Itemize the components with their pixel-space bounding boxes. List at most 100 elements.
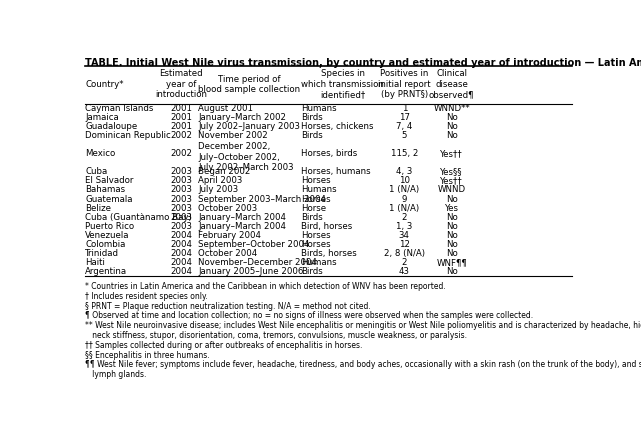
Text: December 2002,
July–October 2002,
July 2002–March 2003: December 2002, July–October 2002, July 2…: [198, 142, 294, 172]
Text: Dominican Republic: Dominican Republic: [85, 131, 171, 140]
Text: † Includes resident species only.: † Includes resident species only.: [85, 292, 208, 301]
Text: 2003: 2003: [170, 222, 192, 231]
Text: Birds, horses: Birds, horses: [301, 249, 357, 258]
Text: Horses: Horses: [301, 176, 331, 185]
Text: Horses, chickens: Horses, chickens: [301, 122, 374, 131]
Text: Cuba (Guantànamo Bay): Cuba (Guantànamo Bay): [85, 213, 192, 222]
Text: 2001: 2001: [170, 104, 192, 113]
Text: Bahamas: Bahamas: [85, 185, 125, 195]
Text: April 2003: April 2003: [198, 176, 243, 185]
Text: ¶¶ West Nile fever; symptoms include fever, headache, tiredness, and body aches,: ¶¶ West Nile fever; symptoms include fev…: [85, 360, 641, 369]
Text: Clinical
disease
observed¶: Clinical disease observed¶: [429, 70, 474, 99]
Text: 5: 5: [401, 131, 407, 140]
Text: 12: 12: [399, 240, 410, 249]
Text: 2003: 2003: [170, 213, 192, 222]
Text: WNND**: WNND**: [433, 104, 470, 113]
Text: ** West Nile neuroinvasive disease; includes West Nile encephalitis or meningiti: ** West Nile neuroinvasive disease; incl…: [85, 321, 641, 330]
Text: 2004: 2004: [170, 249, 192, 258]
Text: 17: 17: [399, 113, 410, 122]
Text: No: No: [446, 249, 458, 258]
Text: lymph glands.: lymph glands.: [85, 370, 146, 379]
Text: Cayman Islands: Cayman Islands: [85, 104, 153, 113]
Text: No: No: [446, 195, 458, 204]
Text: No: No: [446, 131, 458, 140]
Text: 115, 2: 115, 2: [390, 149, 418, 158]
Text: 2001: 2001: [170, 122, 192, 131]
Text: 34: 34: [399, 231, 410, 240]
Text: Horses, humans: Horses, humans: [301, 167, 370, 176]
Text: Horses, birds: Horses, birds: [301, 149, 358, 158]
Text: § PRNT = Plaque reduction neutralization testing. N/A = method not cited.: § PRNT = Plaque reduction neutralization…: [85, 301, 371, 311]
Text: No: No: [446, 267, 458, 276]
Text: 2004: 2004: [170, 267, 192, 276]
Text: Humans: Humans: [301, 185, 337, 195]
Text: Argentina: Argentina: [85, 267, 127, 276]
Text: No: No: [446, 240, 458, 249]
Text: September 2003–March 2004: September 2003–March 2004: [198, 195, 326, 204]
Text: 2004: 2004: [170, 258, 192, 267]
Text: WNND: WNND: [438, 185, 466, 195]
Text: 9: 9: [401, 195, 407, 204]
Text: Yes: Yes: [445, 204, 459, 212]
Text: 7, 4: 7, 4: [396, 122, 412, 131]
Text: 2: 2: [401, 213, 407, 222]
Text: ¶ Observed at time and location collection; no = no signs of illness were observ: ¶ Observed at time and location collecti…: [85, 311, 533, 321]
Text: 2: 2: [401, 258, 407, 267]
Text: August 2001: August 2001: [198, 104, 253, 113]
Text: Yes††: Yes††: [440, 176, 463, 185]
Text: Bird, horses: Bird, horses: [301, 222, 353, 231]
Text: 2002: 2002: [170, 149, 192, 158]
Text: 2003: 2003: [170, 176, 192, 185]
Text: Birds: Birds: [301, 113, 323, 122]
Text: November–December 2004: November–December 2004: [198, 258, 317, 267]
Text: neck stiffness, stupor, disorientation, coma, tremors, convulsions, muscle weakn: neck stiffness, stupor, disorientation, …: [85, 331, 467, 340]
Text: No: No: [446, 213, 458, 222]
Text: No: No: [446, 222, 458, 231]
Text: †† Samples collected during or after outbreaks of encephalitis in horses.: †† Samples collected during or after out…: [85, 341, 362, 350]
Text: Yes††: Yes††: [440, 149, 463, 158]
Text: October 2004: October 2004: [198, 249, 258, 258]
Text: 2003: 2003: [170, 167, 192, 176]
Text: No: No: [446, 113, 458, 122]
Text: Puerto Rico: Puerto Rico: [85, 222, 134, 231]
Text: 2003: 2003: [170, 204, 192, 212]
Text: 2, 8 (N/A): 2, 8 (N/A): [384, 249, 425, 258]
Text: January 2005–June 2006: January 2005–June 2006: [198, 267, 304, 276]
Text: Yes§§: Yes§§: [440, 167, 463, 176]
Text: Began 2002: Began 2002: [198, 167, 251, 176]
Text: Venezuela: Venezuela: [85, 231, 129, 240]
Text: Horses: Horses: [301, 195, 331, 204]
Text: January–March 2002: January–March 2002: [198, 113, 287, 122]
Text: February 2004: February 2004: [198, 231, 262, 240]
Text: January–March 2004: January–March 2004: [198, 213, 287, 222]
Text: Estimated
year of
introduction: Estimated year of introduction: [155, 70, 207, 99]
Text: Birds: Birds: [301, 131, 323, 140]
Text: Cuba: Cuba: [85, 167, 107, 176]
Text: Haiti: Haiti: [85, 258, 105, 267]
Text: 43: 43: [399, 267, 410, 276]
Text: January–March 2004: January–March 2004: [198, 222, 287, 231]
Text: July 2003: July 2003: [198, 185, 238, 195]
Text: 2001: 2001: [170, 113, 192, 122]
Text: 2003: 2003: [170, 195, 192, 204]
Text: TABLE. Initial West Nile virus transmission, by country and estimated year of in: TABLE. Initial West Nile virus transmiss…: [85, 58, 641, 68]
Text: Colombia: Colombia: [85, 240, 126, 249]
Text: Horses: Horses: [301, 231, 331, 240]
Text: WNF¶¶: WNF¶¶: [437, 258, 467, 267]
Text: 2003: 2003: [170, 185, 192, 195]
Text: Birds: Birds: [301, 267, 323, 276]
Text: No: No: [446, 122, 458, 131]
Text: 2002: 2002: [170, 131, 192, 140]
Text: 4, 3: 4, 3: [396, 167, 412, 176]
Text: Positives in
initial report
(by PRNT§): Positives in initial report (by PRNT§): [378, 70, 431, 99]
Text: Humans: Humans: [301, 104, 337, 113]
Text: Guatemala: Guatemala: [85, 195, 133, 204]
Text: September–October 2004: September–October 2004: [198, 240, 310, 249]
Text: November 2002: November 2002: [198, 131, 268, 140]
Text: Belize: Belize: [85, 204, 111, 212]
Text: El Salvador: El Salvador: [85, 176, 133, 185]
Text: Humans: Humans: [301, 258, 337, 267]
Text: Time period of
blood sample collection: Time period of blood sample collection: [198, 75, 301, 94]
Text: 2004: 2004: [170, 240, 192, 249]
Text: Birds: Birds: [301, 213, 323, 222]
